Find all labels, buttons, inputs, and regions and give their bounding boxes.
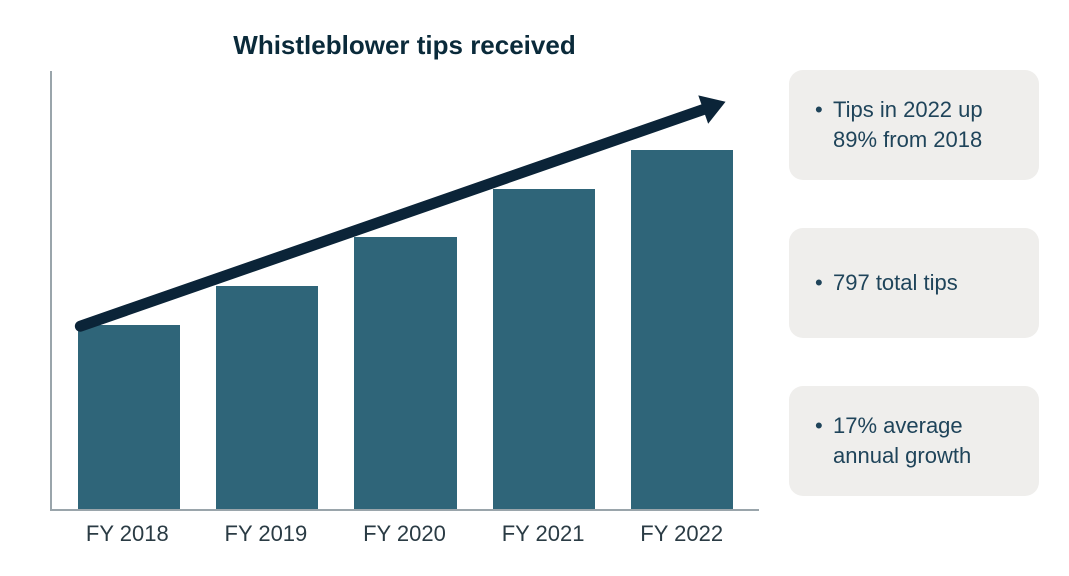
fact-text: 797 total tips	[815, 268, 958, 298]
fact-box: 17% average annual growth	[789, 386, 1039, 496]
plot-wrap: FY 2018FY 2019FY 2020FY 2021FY 2022	[50, 71, 759, 556]
plot-area	[50, 71, 759, 511]
bar-slot	[475, 71, 613, 509]
fact-text: Tips in 2022 up 89% from 2018	[815, 95, 1017, 154]
x-axis-labels: FY 2018FY 2019FY 2020FY 2021FY 2022	[50, 511, 759, 556]
bar-slot	[198, 71, 336, 509]
bar-slot	[336, 71, 474, 509]
infographic-container: Whistleblower tips received FY 2018FY 20…	[0, 0, 1069, 576]
fact-box: Tips in 2022 up 89% from 2018	[789, 70, 1039, 180]
facts-panel: Tips in 2022 up 89% from 2018 797 total t…	[759, 20, 1039, 556]
bar	[631, 150, 733, 509]
chart-panel: Whistleblower tips received FY 2018FY 20…	[50, 20, 759, 556]
x-axis-label: FY 2021	[474, 521, 613, 556]
x-axis-label: FY 2020	[335, 521, 474, 556]
bar	[216, 286, 318, 509]
bar	[78, 325, 180, 509]
bar	[493, 189, 595, 509]
x-axis-label: FY 2022	[612, 521, 751, 556]
chart-title: Whistleblower tips received	[50, 30, 759, 61]
fact-box: 797 total tips	[789, 228, 1039, 338]
fact-text: 17% average annual growth	[815, 411, 1017, 470]
bar-slot	[613, 71, 751, 509]
bars-group	[52, 71, 759, 509]
bar-slot	[60, 71, 198, 509]
x-axis-label: FY 2019	[197, 521, 336, 556]
bar	[354, 237, 456, 509]
x-axis-label: FY 2018	[58, 521, 197, 556]
